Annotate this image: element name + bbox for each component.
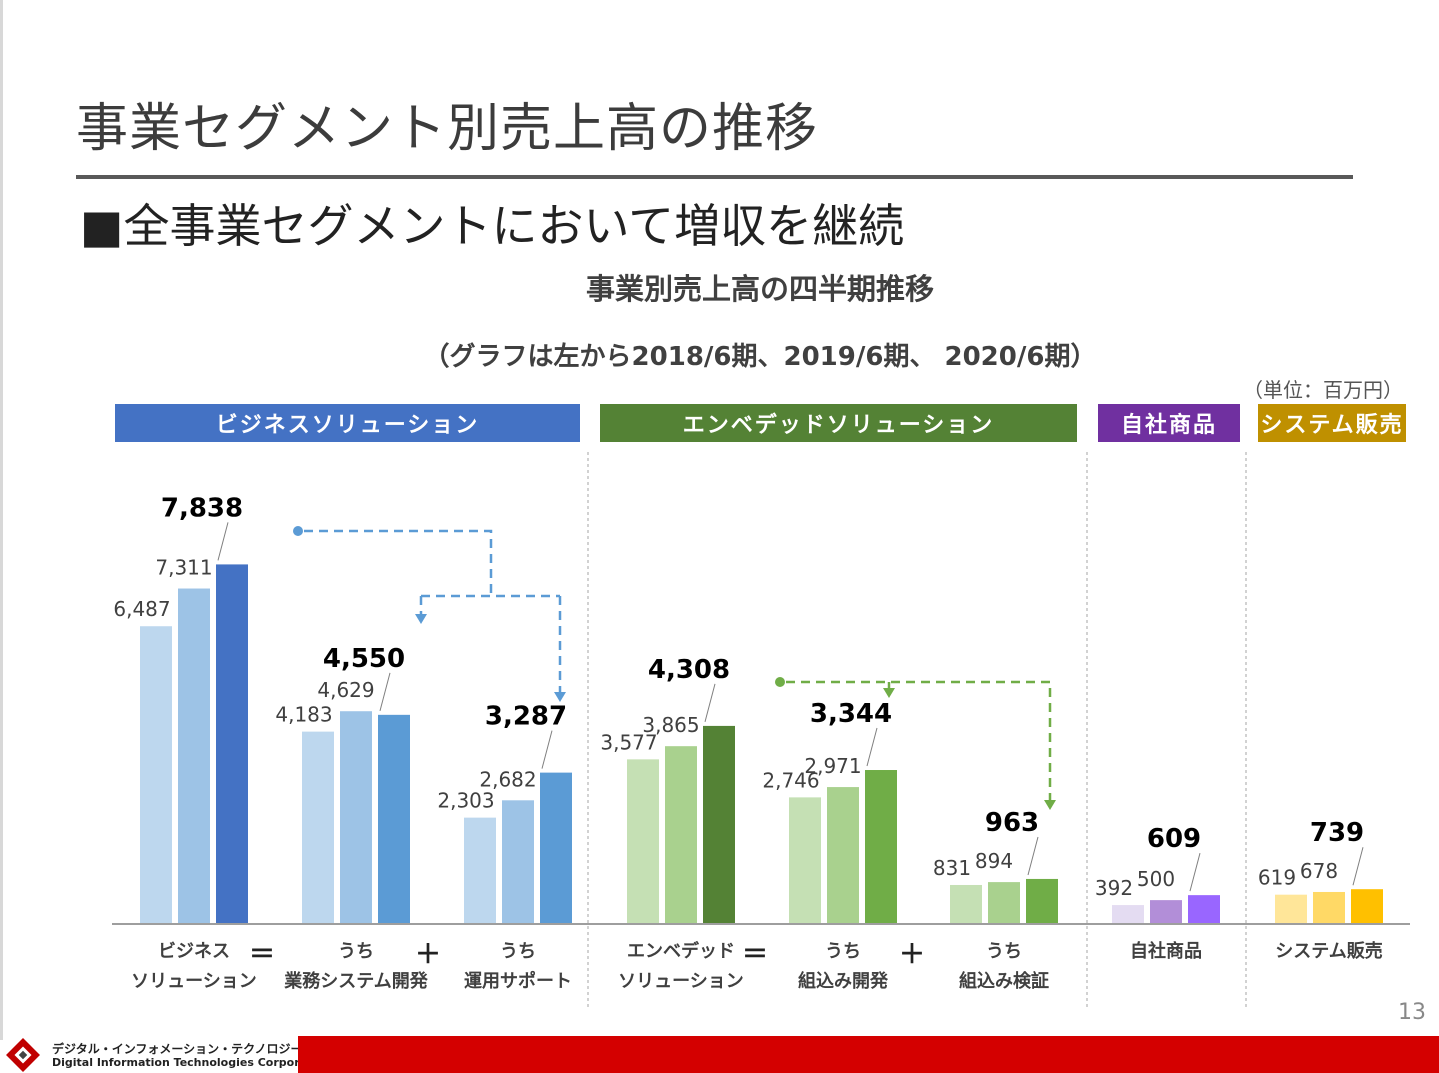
- slide-left-edge: [0, 0, 3, 1040]
- connector-dot-business: [293, 526, 303, 536]
- value-label-g0-p2: 7,838: [161, 493, 243, 523]
- footer-company-jp: デジタル・インフォメーション・テクノロジー株式会社: [52, 1042, 351, 1056]
- value-label-g2-p0: 2,303: [437, 789, 494, 813]
- arrow-head-business-left: [415, 614, 427, 624]
- bar-g6-p0: [1112, 905, 1144, 923]
- bar-g7-p2: [1351, 889, 1383, 923]
- connector-dot-embedded: [775, 677, 785, 687]
- category-label-g3-line2: ソリューション: [618, 971, 744, 992]
- category-label-g3-line1: エンベデッド: [627, 940, 735, 962]
- value-label-g7-p1: 678: [1300, 859, 1338, 883]
- bar-g3-p0: [627, 759, 659, 923]
- leader-line-g5: [1027, 836, 1039, 876]
- connector-embedded-main: [786, 680, 1052, 800]
- operator-1: ＋: [415, 940, 441, 970]
- bar-g3-p1: [665, 746, 697, 923]
- category-label-g2-line1: うち: [500, 941, 536, 962]
- bar-g4-p0: [789, 797, 821, 923]
- leader-line-g6: [1189, 853, 1201, 892]
- value-label-g6-p1: 500: [1137, 867, 1175, 891]
- value-label-g4-p2: 3,344: [810, 699, 892, 729]
- value-label-g5-p1: 894: [975, 849, 1013, 873]
- chart-title: 事業別売上高の四半期推移: [585, 272, 934, 306]
- bar-g1-p1: [340, 711, 372, 923]
- value-label-g3-p2: 4,308: [648, 655, 730, 685]
- operator-0: ＝: [249, 940, 275, 970]
- bar-g4-p2: [865, 770, 897, 923]
- value-label-g2-p1: 2,682: [479, 767, 536, 791]
- page-number: 13: [1398, 1000, 1426, 1025]
- page-title: 事業セグメント別売上高の推移: [76, 99, 819, 159]
- category-label-g2-line2: 運用サポート: [464, 970, 572, 992]
- bar-g5-p2: [1026, 878, 1058, 923]
- bar-g1-p0: [302, 731, 334, 923]
- slide-subtitle: ■全事業セグメントにおいて増収を継続: [80, 199, 905, 253]
- value-label-g0-p1: 7,311: [155, 556, 212, 580]
- value-label-g1-p0: 4,183: [275, 703, 332, 727]
- arrow-head-embedded-right: [1044, 800, 1056, 810]
- leader-line-g4: [866, 727, 878, 767]
- bar-g7-p1: [1313, 891, 1345, 923]
- value-label-g2-p2: 3,287: [485, 702, 567, 732]
- segment-band-business: ビジネスソリューション: [115, 404, 580, 442]
- category-label-g5-line2: 組込み検証: [959, 970, 1049, 992]
- category-label-g5-line1: うち: [986, 941, 1022, 962]
- category-label-g4-line1: うち: [825, 941, 861, 962]
- bar-g5-p1: [988, 882, 1020, 923]
- leader-line-g7: [1352, 847, 1364, 886]
- value-label-g1-p2: 4,550: [323, 644, 405, 674]
- bar-g7-p0: [1275, 894, 1307, 923]
- value-label-g6-p2: 609: [1147, 824, 1201, 854]
- bar-g5-p0: [950, 884, 982, 923]
- value-label-g6-p0: 392: [1095, 876, 1133, 900]
- segment-band-own-products: 自社商品: [1098, 404, 1240, 442]
- leader-line-g3: [704, 683, 716, 723]
- value-label-g5-p0: 831: [933, 856, 971, 880]
- value-label-g4-p0: 2,746: [762, 768, 819, 792]
- title-divider: [76, 175, 1353, 179]
- bar-g4-p1: [827, 787, 859, 923]
- value-label-g0-p0: 6,487: [113, 597, 170, 621]
- value-label-g5-p2: 963: [985, 808, 1039, 838]
- bar-g6-p1: [1150, 900, 1182, 923]
- chart-unit: （単位：百万円）: [1243, 378, 1403, 402]
- category-label-g1-line1: うち: [338, 941, 374, 962]
- segment-band-system-sales: システム販売: [1258, 404, 1406, 442]
- bar-g2-p1: [502, 800, 534, 923]
- connector-business-main: [304, 529, 493, 596]
- operator-2: ＝: [742, 940, 768, 970]
- value-label-g3-p0: 3,577: [600, 730, 657, 754]
- category-label-g1-line2: 業務システム開発: [283, 970, 428, 992]
- bar-g2-p2: [540, 772, 572, 923]
- segment-band-embedded: エンベデッドソリューション: [600, 404, 1077, 442]
- footer-company-en: Digital Information Technologies Corpora…: [52, 1056, 332, 1069]
- value-label-g3-p1: 3,865: [642, 713, 699, 737]
- footer-red-bar: [298, 1036, 1439, 1073]
- company-logo-icon: [6, 1038, 40, 1072]
- operator-3: ＋: [899, 940, 925, 970]
- chart-note: （グラフは左から2018/6期、2019/6期、 2020/6期）: [423, 342, 1097, 372]
- value-label-g7-p2: 739: [1310, 818, 1364, 848]
- bar-g3-p2: [703, 725, 735, 923]
- arrow-head-business-right: [554, 692, 566, 702]
- bar-g0-p0: [140, 626, 172, 923]
- bar-g0-p2: [216, 564, 248, 923]
- value-label-g4-p1: 2,971: [804, 754, 861, 778]
- category-label-g4-line2: 組込み開発: [798, 970, 889, 992]
- bar-g2-p0: [464, 817, 496, 923]
- category-label-g6: 自社商品: [1130, 940, 1202, 962]
- leader-line-g0: [217, 522, 229, 561]
- bar-g0-p1: [178, 588, 210, 923]
- leader-line-g1: [379, 672, 391, 711]
- category-label-g7: システム販売: [1275, 940, 1382, 962]
- bar-g1-p2: [378, 714, 410, 923]
- value-label-g1-p1: 4,629: [317, 678, 374, 702]
- category-label-g0-line2: ソリューション: [131, 971, 257, 992]
- leader-line-g2: [541, 730, 553, 769]
- category-label-g0-line1: ビジネス: [158, 941, 230, 962]
- arrow-head-embedded-left: [883, 688, 895, 698]
- value-label-g7-p0: 619: [1258, 866, 1296, 890]
- bar-g6-p2: [1188, 895, 1220, 923]
